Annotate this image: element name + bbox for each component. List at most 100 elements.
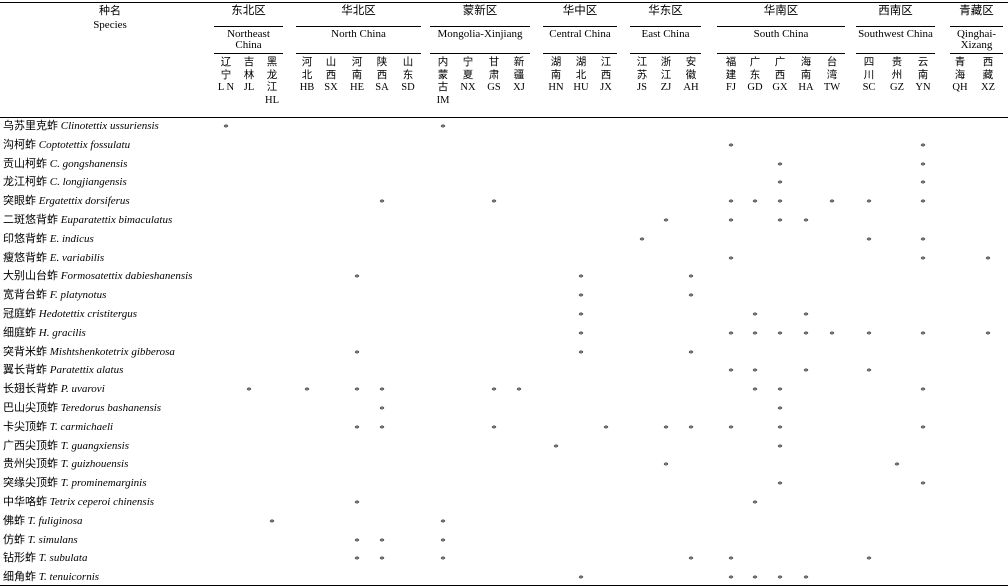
province-code: NX bbox=[460, 82, 476, 93]
province-code: HE bbox=[350, 82, 364, 93]
presence-mark: * bbox=[752, 197, 758, 210]
province-name-cn: 河北 bbox=[301, 57, 313, 81]
presence-mark: * bbox=[269, 516, 275, 529]
presence-mark: * bbox=[777, 441, 783, 454]
presence-mark: * bbox=[663, 216, 669, 228]
presence-mark: * bbox=[354, 554, 360, 567]
presence-mark: * bbox=[752, 310, 758, 322]
species-name: 二斑悠背蚱 Euparatettix bimaculatus bbox=[3, 214, 172, 227]
region-name-cn: 蒙新区 bbox=[462, 5, 498, 17]
species-name-cn: 佛蚱 bbox=[3, 514, 25, 527]
species-name-latin: Euparatettix bimaculatus bbox=[60, 214, 173, 226]
province-code: YN bbox=[915, 82, 931, 93]
species-name-cn: 突缘尖顶蚱 bbox=[3, 477, 58, 490]
species-name-latin: T. subulata bbox=[38, 552, 88, 565]
species-name-cn: 龙江柯蚱 bbox=[3, 176, 47, 189]
presence-mark: * bbox=[223, 122, 229, 134]
presence-mark: * bbox=[578, 328, 584, 341]
presence-mark: * bbox=[379, 385, 385, 398]
presence-mark: * bbox=[379, 197, 385, 210]
species-name: 龙江柯蚱 C. longjiangensis bbox=[3, 176, 127, 189]
presence-mark: * bbox=[920, 234, 926, 247]
presence-mark: * bbox=[688, 347, 694, 360]
species-name-cn: 大别山台蚱 bbox=[3, 270, 58, 283]
province-code: JS bbox=[637, 82, 647, 93]
presence-mark: * bbox=[777, 479, 783, 492]
species-name: 中华咯蚱 Tetrix ceperoi chinensis bbox=[3, 496, 154, 509]
species-name-latin: T. simulans bbox=[27, 533, 78, 546]
province-code: HL bbox=[265, 94, 279, 106]
presence-mark: * bbox=[803, 310, 809, 322]
presence-mark: * bbox=[379, 404, 385, 416]
region-name-en: Northeast China bbox=[227, 28, 270, 51]
presence-mark: * bbox=[728, 422, 734, 435]
species-name-cn: 突眼蚱 bbox=[3, 195, 36, 208]
species-name: 卡尖顶蚱 T. carmichaeli bbox=[3, 421, 113, 434]
region-name-cn: 东北区 bbox=[231, 5, 266, 17]
region-name-cn: 华北区 bbox=[341, 5, 376, 17]
region-underline bbox=[950, 26, 1003, 27]
region-name-cn: 华南区 bbox=[763, 5, 799, 17]
presence-mark: * bbox=[379, 554, 385, 567]
province-code: SX bbox=[324, 82, 338, 93]
presence-mark: * bbox=[866, 328, 872, 341]
region-en-underline bbox=[630, 53, 701, 54]
presence-mark: * bbox=[728, 554, 734, 567]
province-name-cn: 吉林 bbox=[243, 57, 255, 81]
region-name-cn: 华中区 bbox=[562, 5, 598, 17]
province-name-cn: 新疆 bbox=[513, 57, 525, 81]
presence-mark: * bbox=[777, 197, 783, 210]
species-header-cn: 种名 bbox=[99, 5, 121, 17]
species-name-cn: 沟柯蚱 bbox=[3, 138, 36, 151]
presence-mark: * bbox=[354, 498, 360, 510]
presence-mark: * bbox=[354, 272, 360, 285]
province-name-cn: 青海 bbox=[954, 57, 966, 81]
province-name-cn: 广西 bbox=[774, 57, 786, 81]
province-code: QH bbox=[952, 82, 968, 93]
species-name-latin: T. prominemarginis bbox=[60, 477, 147, 490]
presence-mark: * bbox=[920, 328, 926, 341]
species-name: 冠庭蚱 Hedotettix cristitergus bbox=[3, 308, 137, 321]
species-name-cn: 翼长背蚱 bbox=[3, 364, 47, 377]
species-name-cn: 贵州尖顶蚱 bbox=[3, 458, 58, 471]
presence-mark: * bbox=[354, 535, 360, 548]
presence-mark: * bbox=[688, 554, 694, 567]
presence-mark: * bbox=[728, 328, 734, 341]
species-name-cn: 仿蚱 bbox=[3, 533, 25, 546]
species-name: 宽背台蚱 F. platynotus bbox=[3, 289, 106, 302]
presence-mark: * bbox=[728, 216, 734, 228]
province-code: HU bbox=[573, 82, 589, 93]
species-name: 贵州尖顶蚱 T. guizhouensis bbox=[3, 458, 128, 471]
presence-mark: * bbox=[354, 422, 360, 435]
species-name: 佛蚱 T. fuliginosa bbox=[3, 515, 83, 528]
province-name-cn: 陕西 bbox=[376, 57, 388, 81]
province-name-cn: 福建 bbox=[725, 57, 737, 81]
species-name: 细庭蚱 H. gracilis bbox=[3, 327, 86, 340]
province-name-cn: 宁夏 bbox=[462, 57, 474, 81]
species-name-latin: Formosatettix dabieshanensis bbox=[60, 270, 193, 283]
species-name-cn: 细角蚱 bbox=[3, 571, 36, 584]
region-name-en: Mongolia-Xinjiang bbox=[437, 28, 523, 40]
province-code: JL bbox=[243, 82, 255, 93]
province-code: GX bbox=[772, 82, 788, 93]
species-name: 乌苏里克蚱 Clinotettix ussuriensis bbox=[3, 120, 159, 133]
presence-mark: * bbox=[578, 347, 584, 360]
presence-mark: * bbox=[440, 516, 446, 529]
species-name-cn: 乌苏里克蚱 bbox=[3, 120, 58, 132]
species-name-latin: P. uvarovi bbox=[60, 383, 105, 396]
species-name-latin: T. carmichaeli bbox=[49, 420, 114, 433]
province-name-cn: 内蒙古 bbox=[437, 57, 449, 93]
presence-mark: * bbox=[440, 122, 446, 134]
species-name-cn: 二斑悠背蚱 bbox=[3, 214, 58, 226]
species-name: 瘦悠背蚱 E. variabilis bbox=[3, 252, 104, 265]
province-name-cn: 云南 bbox=[917, 57, 929, 81]
species-name-cn: 巴山尖顶蚱 bbox=[3, 402, 58, 414]
region-en-underline bbox=[950, 53, 1003, 54]
presence-mark: * bbox=[688, 422, 694, 435]
presence-mark: * bbox=[777, 573, 783, 586]
species-name-cn: 宽背台蚱 bbox=[3, 289, 47, 302]
province-code: FJ bbox=[726, 82, 736, 93]
table-bottom-rule bbox=[0, 585, 1008, 586]
species-name: 突眼蚱 Ergatettix dorsiferus bbox=[3, 195, 130, 208]
